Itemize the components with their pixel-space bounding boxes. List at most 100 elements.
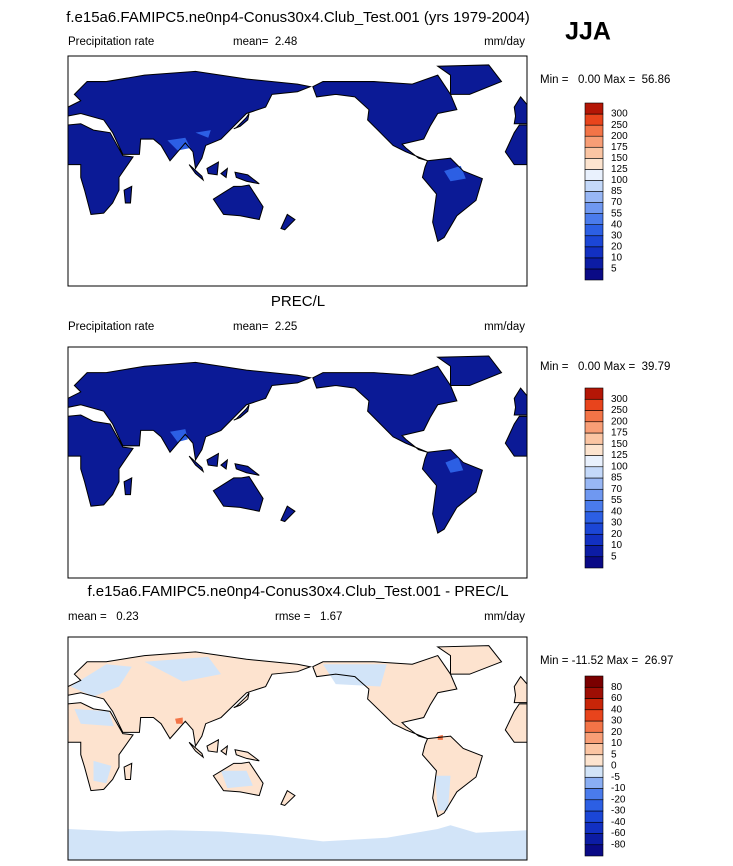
- range-label: Min = 0.00 Max = 39.79: [540, 361, 670, 373]
- colorbar-box: [584, 224, 604, 237]
- colorbar-label: 40: [611, 219, 623, 230]
- map-frame: [67, 636, 528, 861]
- colorbar-label: 80: [611, 682, 623, 693]
- colorbar-label: 5: [611, 264, 617, 275]
- colorbar-box: [584, 421, 604, 434]
- colorbar-label: 175: [611, 428, 628, 439]
- colorbar-box: [584, 466, 604, 479]
- colorbar-label: 30: [611, 518, 623, 529]
- colorbar-box: [584, 213, 604, 225]
- colorbar-box: [584, 158, 604, 170]
- units-label: mm/day: [484, 611, 525, 623]
- colorbar-box: [584, 776, 604, 789]
- colorbar-label: 125: [611, 164, 628, 175]
- colorbar-label: 5: [611, 749, 617, 760]
- colorbar-box: [584, 675, 604, 688]
- colorbar-label: 10: [611, 253, 623, 264]
- units-label: mm/day: [484, 36, 525, 48]
- season-label: JJA: [565, 18, 611, 46]
- colorbar-label: 10: [611, 540, 623, 551]
- colorbar-box: [584, 135, 604, 148]
- colorbar-box: [584, 500, 604, 513]
- colorbar-label: -20: [611, 794, 626, 805]
- panel-title: PREC/L: [271, 293, 325, 310]
- colorbar-box: [584, 522, 604, 535]
- panel-title: f.e15a6.FAMIPC5.ne0np4-Conus30x4.Club_Te…: [87, 583, 508, 600]
- colorbar-box: [584, 432, 604, 445]
- colorbar-box: [584, 821, 604, 834]
- colorbar-box: [584, 191, 604, 203]
- colorbar-box: [584, 102, 604, 115]
- colorbar-box: [584, 146, 604, 159]
- colorbar-label: 100: [611, 461, 628, 472]
- colorbar-box: [584, 686, 604, 699]
- field-highlights: [167, 130, 466, 182]
- colorbar-box: [584, 810, 604, 823]
- colorbar-box: [584, 169, 604, 181]
- colorbar-box: [584, 709, 604, 722]
- colorbar-label: 175: [611, 142, 628, 153]
- colorbar-box: [584, 235, 604, 248]
- colorbar-label: 300: [611, 394, 628, 405]
- negative-patches: [70, 656, 451, 811]
- mean-label: mean= 2.25: [233, 321, 297, 333]
- colorbar-box: [584, 488, 604, 501]
- colorbar-label: 10: [611, 738, 623, 749]
- map-frame: [67, 55, 528, 287]
- colorbar-label: 20: [611, 727, 623, 738]
- colorbar-box: [584, 731, 604, 744]
- colorbar-label: 250: [611, 405, 628, 416]
- colorbar-label: 20: [611, 529, 623, 540]
- colorbar-box: [584, 257, 604, 270]
- colorbar-label: 40: [611, 506, 623, 517]
- colorbar-box: [584, 387, 604, 400]
- colorbar-label: 40: [611, 704, 623, 715]
- colorbar-label: 20: [611, 241, 623, 252]
- colorbar-box: [584, 698, 604, 711]
- range-label: Min = -11.52 Max = 26.97: [540, 655, 673, 667]
- colorbar-label: -30: [611, 806, 626, 817]
- colorbar-box: [584, 720, 604, 733]
- map: [68, 56, 527, 286]
- mean-label: mean= 2.48: [233, 36, 297, 48]
- colorbar-box: [584, 398, 604, 411]
- colorbar-label: 5: [611, 551, 617, 562]
- colorbar-label: 200: [611, 131, 628, 142]
- colorbar-label: 200: [611, 416, 628, 427]
- colorbar-label: -40: [611, 817, 626, 828]
- colorbar-label: -60: [611, 828, 626, 839]
- map-frame: [67, 346, 528, 579]
- range-label: Min = 0.00 Max = 56.86: [540, 74, 670, 86]
- colorbar-box: [584, 743, 604, 756]
- colorbar-label: -10: [611, 783, 626, 794]
- colorbar-label: 55: [611, 495, 623, 506]
- colorbar-box: [584, 788, 604, 801]
- colorbar-box: [584, 477, 604, 490]
- colorbar-box: [584, 246, 604, 259]
- colorbar-box: [584, 511, 604, 524]
- colorbar-box: [584, 844, 604, 857]
- colorbar-box: [584, 799, 604, 812]
- colorbar-box: [584, 833, 604, 846]
- colorbar-label: 100: [611, 175, 628, 186]
- colorbar-box: [584, 765, 604, 778]
- colorbar-box: [584, 268, 604, 281]
- colorbar-box: [584, 180, 604, 192]
- mean-label: mean = 0.23: [68, 611, 139, 623]
- colorbar-box: [584, 455, 604, 468]
- colorbar-label: 60: [611, 693, 623, 704]
- colorbar-box: [584, 113, 604, 126]
- units-label: mm/day: [484, 321, 525, 333]
- colorbar-label: 150: [611, 439, 628, 450]
- variable-label: Precipitation rate: [68, 321, 154, 333]
- colorbar-label: 0: [611, 761, 617, 772]
- colorbar-label: 250: [611, 120, 628, 131]
- colorbar-label: 150: [611, 153, 628, 164]
- colorbar-box: [584, 202, 604, 214]
- colorbar-box: [584, 443, 604, 456]
- variable-label: Precipitation rate: [68, 36, 154, 48]
- rmse-label: rmse = 1.67: [275, 611, 342, 623]
- colorbar-box: [584, 124, 604, 137]
- colorbar-label: -5: [611, 772, 620, 783]
